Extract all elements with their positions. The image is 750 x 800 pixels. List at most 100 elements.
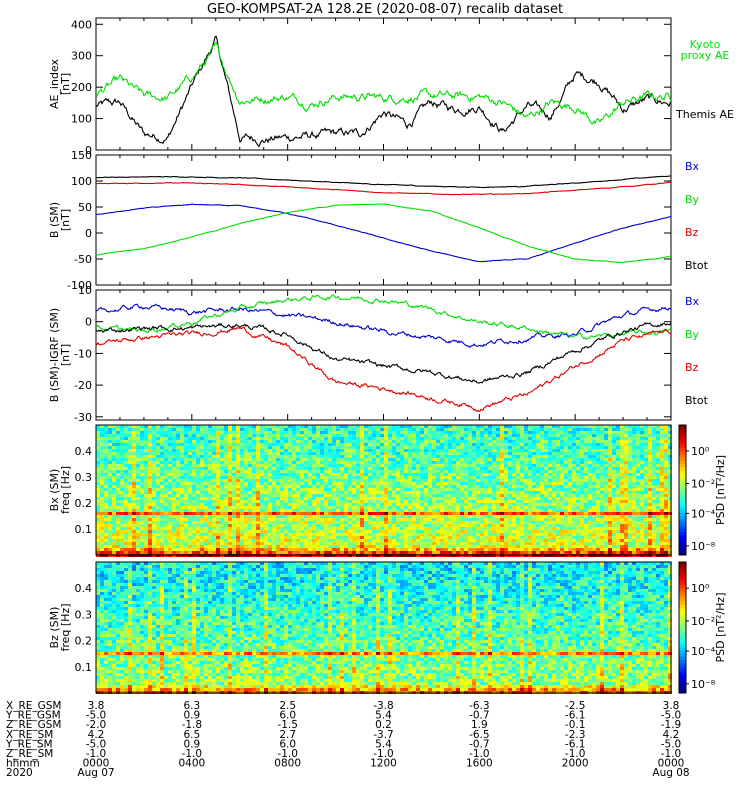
- heatmap-cell: [340, 530, 344, 533]
- heatmap-cell: [412, 542, 416, 545]
- heatmap-cell: [480, 542, 484, 545]
- heatmap-cell: [124, 443, 128, 446]
- heatmap-cell: [204, 530, 208, 533]
- heatmap-cell: [500, 440, 504, 443]
- heatmap-cell: [284, 521, 288, 524]
- heatmap-cell: [328, 527, 332, 530]
- heatmap-cell: [432, 533, 436, 536]
- heatmap-cell: [324, 446, 328, 449]
- heatmap-cell: [168, 515, 172, 518]
- heatmap-cell: [492, 452, 496, 455]
- heatmap-cell: [392, 479, 396, 482]
- heatmap-cell: [264, 509, 268, 512]
- heatmap-cell: [228, 428, 232, 431]
- heatmap-cell: [104, 482, 108, 485]
- heatmap-cell: [432, 425, 436, 428]
- heatmap-cell: [272, 548, 276, 551]
- heatmap-cell: [160, 548, 164, 551]
- heatmap-cell: [104, 428, 108, 431]
- heatmap-cell: [400, 551, 404, 554]
- heatmap-cell: [264, 473, 268, 476]
- heatmap-cell: [248, 431, 252, 434]
- heatmap-cell: [356, 428, 360, 431]
- heatmap-cell: [264, 455, 268, 458]
- heatmap-cell: [368, 524, 372, 527]
- heatmap-cell: [396, 473, 400, 476]
- heatmap-cell: [216, 533, 220, 536]
- heatmap-cell: [332, 473, 336, 476]
- heatmap-cell: [132, 521, 136, 524]
- legend-label: Btot: [685, 394, 709, 407]
- heatmap-cell: [136, 536, 140, 539]
- heatmap-cell: [372, 464, 376, 467]
- heatmap-cell: [300, 434, 304, 437]
- heatmap-cell: [300, 485, 304, 488]
- heatmap-cell: [328, 533, 332, 536]
- heatmap-cell: [260, 512, 264, 515]
- heatmap-cell: [204, 509, 208, 512]
- heatmap-cell: [128, 497, 132, 500]
- heatmap-cell: [296, 491, 300, 494]
- heatmap-cell: [428, 515, 432, 518]
- heatmap-cell: [496, 437, 500, 440]
- heatmap-cell: [216, 467, 220, 470]
- heatmap-cell: [128, 542, 132, 545]
- heatmap-cell: [348, 494, 352, 497]
- heatmap-cell: [192, 437, 196, 440]
- heatmap-cell: [176, 467, 180, 470]
- heatmap-cell: [252, 542, 256, 545]
- heatmap-cell: [416, 479, 420, 482]
- heatmap-cell: [492, 428, 496, 431]
- heatmap-cell: [260, 518, 264, 521]
- heatmap-cell: [144, 515, 148, 518]
- heatmap-cell: [108, 509, 112, 512]
- heatmap-cell: [440, 485, 444, 488]
- heatmap-cell: [204, 449, 208, 452]
- heatmap-cell: [272, 473, 276, 476]
- heatmap-cell: [500, 449, 504, 452]
- heatmap-cell: [468, 443, 472, 446]
- heatmap-cell: [392, 467, 396, 470]
- heatmap-cell: [168, 467, 172, 470]
- heatmap-cell: [328, 503, 332, 506]
- heatmap-cell: [172, 458, 176, 461]
- heatmap-cell: [156, 485, 160, 488]
- heatmap-cell: [148, 491, 152, 494]
- heatmap-cell: [152, 428, 156, 431]
- heatmap-cell: [248, 449, 252, 452]
- heatmap-cell: [416, 512, 420, 515]
- heatmap-cell: [264, 494, 268, 497]
- heatmap-cell: [116, 443, 120, 446]
- heatmap-cell: [272, 527, 276, 530]
- heatmap-cell: [360, 479, 364, 482]
- heatmap-cell: [116, 473, 120, 476]
- heatmap-cell: [492, 443, 496, 446]
- heatmap-cell: [248, 461, 252, 464]
- heatmap-cell: [492, 494, 496, 497]
- heatmap-cell: [468, 461, 472, 464]
- heatmap-cell: [396, 518, 400, 521]
- heatmap-cell: [96, 455, 100, 458]
- heatmap-cell: [188, 449, 192, 452]
- heatmap-cell: [264, 428, 268, 431]
- heatmap-cell: [348, 503, 352, 506]
- heatmap-cell: [396, 527, 400, 530]
- heatmap-cell: [496, 494, 500, 497]
- heatmap-cell: [244, 503, 248, 506]
- heatmap-cell: [508, 455, 512, 458]
- heatmap-cell: [124, 500, 128, 503]
- heatmap-cell: [472, 488, 476, 491]
- heatmap-cell: [492, 461, 496, 464]
- heatmap-cell: [240, 485, 244, 488]
- heatmap-cell: [428, 539, 432, 542]
- heatmap-cell: [160, 467, 164, 470]
- heatmap-cell: [328, 506, 332, 509]
- heatmap-cell: [332, 467, 336, 470]
- heatmap-cell: [292, 455, 296, 458]
- heatmap-cell: [292, 470, 296, 473]
- heatmap-cell: [320, 434, 324, 437]
- heatmap-cell: [428, 497, 432, 500]
- heatmap-cell: [132, 509, 136, 512]
- heatmap-cell: [260, 443, 264, 446]
- y-tick-label: 0: [85, 227, 92, 240]
